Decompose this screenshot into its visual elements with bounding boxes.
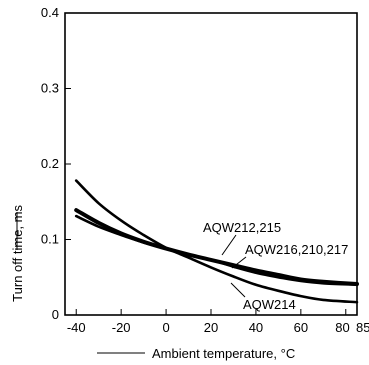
- x-tick-label: 60: [294, 320, 308, 335]
- series-line-3: [74, 179, 359, 304]
- x-axis-label-group: Ambient temperature, °C: [97, 346, 295, 361]
- x-tick-label: 20: [204, 320, 218, 335]
- y-tick-label: 0.4: [41, 5, 59, 20]
- y-tick-label: 0.2: [41, 156, 59, 171]
- y-tick-label: 0.1: [41, 232, 59, 247]
- annotation-leader-line: [221, 234, 237, 256]
- x-tick-label: 40: [249, 320, 263, 335]
- y-axis-label: Turn off time, ms: [10, 205, 25, 302]
- x-tick-label: 85: [356, 320, 369, 335]
- y-tick-label: 0: [52, 307, 59, 322]
- y-tick-label: 0.3: [41, 81, 59, 96]
- x-tick-label: 80: [335, 320, 349, 335]
- x-tick-label: -20: [112, 320, 131, 335]
- x-tick-label: 0: [162, 320, 169, 335]
- annotation-leader-line: [231, 256, 247, 269]
- x-tick-label: -40: [67, 320, 86, 335]
- annotation-leader-line: [230, 282, 246, 298]
- plot-frame: [64, 12, 358, 316]
- series-line-2: [74, 208, 359, 286]
- y-axis-label-group: Turn off time, ms: [10, 205, 25, 302]
- x-axis-label: Ambient temperature, °C: [152, 346, 295, 361]
- series-annotation-label: AQW212,215: [203, 220, 281, 235]
- series-annotation-label: AQW216,210,217: [245, 242, 348, 257]
- series-annotation-label: AQW214: [243, 297, 296, 312]
